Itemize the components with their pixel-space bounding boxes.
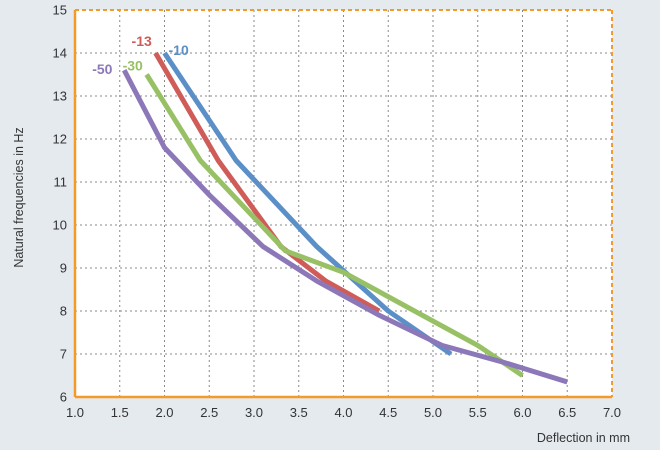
x-tick-label: 3.5 [290,405,308,420]
y-tick-label: 8 [60,304,67,319]
plot-area [75,10,612,397]
y-tick-label: 13 [53,89,67,104]
y-tick-label: 11 [54,175,68,190]
y-tick-label: 14 [53,46,67,61]
series-line-minus10 [162,51,453,357]
x-tick-label: 5.0 [424,405,442,420]
series-label-minus30: -30 [123,58,143,74]
x-tick-label: 3.0 [245,405,263,420]
x-tick-label: 4.5 [379,405,397,420]
y-axis-label: Natural frequencies in Hz [12,127,26,267]
x-tick-label: 1.5 [111,405,129,420]
x-tick-label: 2.5 [200,405,218,420]
series-line-minus30 [144,73,524,378]
series-line-minus50 [122,69,568,385]
y-tick-label: 7 [60,347,67,362]
y-tick-label: 9 [60,261,67,276]
x-tick-label: 6.0 [513,405,531,420]
x-tick-label: 1.0 [66,405,84,420]
x-tick-label: 5.5 [469,405,487,420]
x-tick-label: 7.0 [603,405,621,420]
y-tick-label: 15 [53,3,67,18]
y-tick-label: 6 [60,390,67,405]
x-axis-label: Deflection in mm [537,431,630,445]
x-tick-label: 2.0 [155,405,173,420]
x-tick-label: 4.0 [334,405,352,420]
y-tick-label: 10 [53,218,67,233]
y-tick-label: 12 [53,132,67,147]
series-label-minus50: -50 [92,61,112,77]
series-label-minus13: -13 [132,33,152,49]
x-tick-label: 6.5 [558,405,576,420]
series-label-minus10: -10 [169,42,189,58]
